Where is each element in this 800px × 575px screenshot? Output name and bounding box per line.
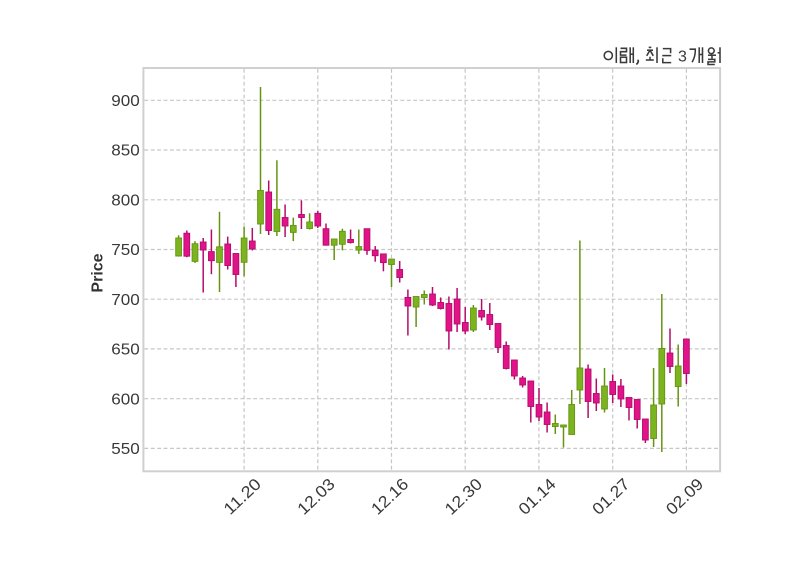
svg-text:750: 750 — [111, 242, 140, 259]
svg-text:850: 850 — [111, 143, 140, 160]
svg-text:3: 3 — [678, 49, 687, 66]
svg-text:Price: Price — [90, 253, 107, 292]
svg-text:800: 800 — [111, 193, 140, 210]
svg-text:650: 650 — [111, 342, 140, 359]
svg-text:900: 900 — [111, 93, 140, 110]
svg-text:700: 700 — [111, 292, 140, 309]
svg-text:600: 600 — [111, 391, 140, 408]
svg-text:550: 550 — [111, 441, 140, 458]
